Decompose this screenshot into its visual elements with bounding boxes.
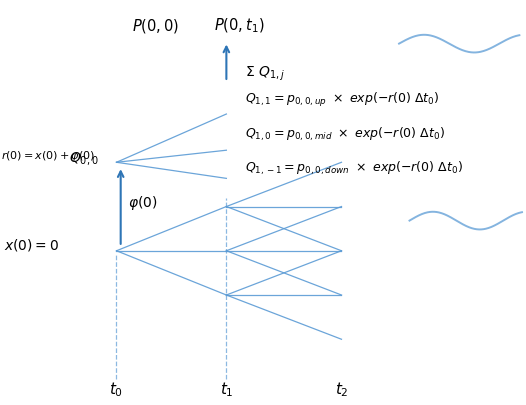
Text: $x(0)=0$: $x(0)=0$ xyxy=(4,237,59,253)
Text: $P(0,0)$: $P(0,0)$ xyxy=(132,17,179,34)
Text: $\varphi(0)$: $\varphi(0)$ xyxy=(128,194,158,211)
Text: $Q_{1,0} = p_{0,0,mid}\ \times\ \mathit{exp}(-r(0)\ \Delta t_0)$: $Q_{1,0} = p_{0,0,mid}\ \times\ \mathit{… xyxy=(245,126,444,143)
Text: $t_2$: $t_2$ xyxy=(335,380,348,399)
Text: $Q_{1,1} = p_{0,0,up}\ \times\ \mathit{exp}(-r(0)\ \Delta t_0)$: $Q_{1,1} = p_{0,0,up}\ \times\ \mathit{e… xyxy=(245,91,439,109)
Text: $t_0$: $t_0$ xyxy=(109,380,124,399)
Text: $P(0,t_1)$: $P(0,t_1)$ xyxy=(214,16,265,35)
Text: $Q_{1,-1} = p_{0,0,down}\ \times\ \mathit{exp}(-r(0)\ \Delta t_0)$: $Q_{1,-1} = p_{0,0,down}\ \times\ \mathi… xyxy=(245,160,462,177)
Text: $t_1$: $t_1$ xyxy=(219,380,233,399)
Text: $r(0)=x(0)+\varphi(0)$: $r(0)=x(0)+\varphi(0)$ xyxy=(2,149,96,163)
Text: $Q_{0,0}$: $Q_{0,0}$ xyxy=(68,150,98,167)
Text: $\Sigma\ Q_{1,j}$: $\Sigma\ Q_{1,j}$ xyxy=(245,65,285,83)
